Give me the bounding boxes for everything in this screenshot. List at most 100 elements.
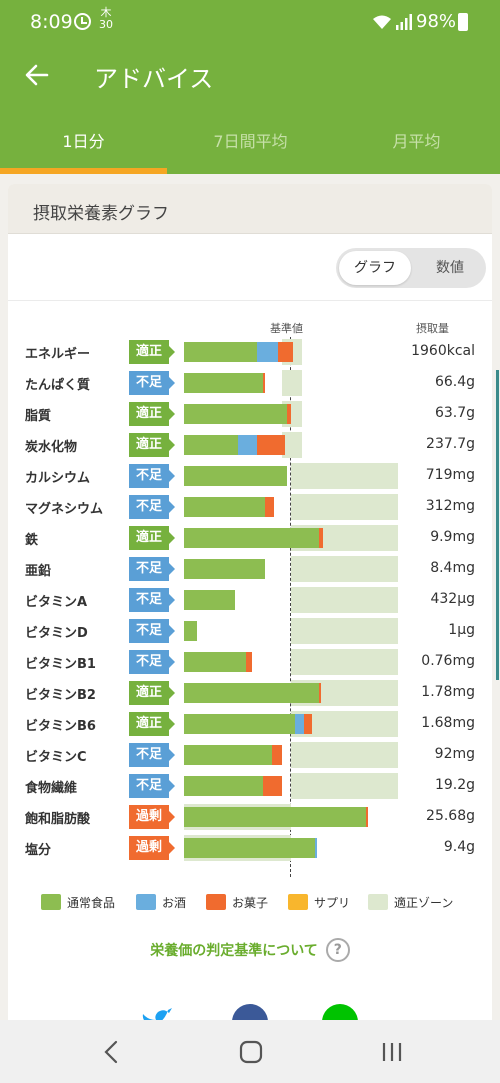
- nutrient-graph-card: 摂取栄養素グラフ グラフ 数値 基準値 摂取量 エネルギー 適正 1960kcal た…: [8, 184, 492, 1034]
- intake-value: 1µg: [448, 622, 475, 638]
- nutrient-name: カルシウム: [25, 471, 91, 486]
- bar-track: [184, 742, 398, 768]
- snack-segment: [263, 776, 283, 796]
- nutrient-name: 鉄: [25, 533, 39, 548]
- nav-back-icon[interactable]: [98, 1038, 126, 1066]
- proper-zone: [282, 432, 302, 458]
- divider: [8, 300, 492, 301]
- status-badge: 過剰: [129, 805, 175, 829]
- food-segment: [184, 373, 264, 393]
- nutrient-chart: エネルギー 適正 1960kcal たんぱく質 不足 66.4g 脂質 適正 63.7g 炭水化物…: [8, 337, 492, 877]
- help-icon[interactable]: ?: [325, 938, 350, 962]
- nutrient-row: 食物繊維 不足 19.2g: [8, 771, 492, 801]
- wifi-icon: [373, 15, 391, 29]
- card-title: 摂取栄養素グラフ: [33, 204, 169, 224]
- bar-track: [184, 711, 398, 737]
- numeric-view-button[interactable]: 数値: [436, 260, 464, 276]
- intake-value: 25.68g: [426, 808, 475, 824]
- tab-seven-day-average[interactable]: 7日間平均: [213, 132, 288, 151]
- page-title: アドバイス: [94, 65, 214, 93]
- nutrient-name: エネルギー: [25, 347, 91, 362]
- nav-home-icon[interactable]: [237, 1038, 265, 1066]
- legend-label: サプリ: [314, 896, 351, 910]
- nutrient-name: ビタミンA: [25, 595, 88, 610]
- graph-view-button[interactable]: グラフ: [339, 251, 411, 285]
- nutrient-row: ビタミンA 不足 432µg: [8, 585, 492, 615]
- status-badge: 適正: [129, 526, 175, 550]
- legend-label: 通常食品: [67, 896, 116, 910]
- bar-track: [184, 680, 398, 706]
- intake-bar: [184, 404, 291, 424]
- food-segment: [184, 497, 266, 517]
- active-tab-indicator: [0, 168, 167, 174]
- intake-bar: [184, 652, 253, 672]
- intake-bar: [184, 714, 313, 734]
- bar-track: [184, 463, 398, 489]
- intake-bar: [184, 683, 321, 703]
- legend-swatch: [136, 894, 156, 910]
- tab-monthly-average[interactable]: 月平均: [392, 132, 441, 151]
- status-badge: 不足: [129, 650, 175, 674]
- nutrient-row: 亜鉛 不足 8.4mg: [8, 554, 492, 584]
- status-badge: 適正: [129, 340, 175, 364]
- calendar-weekday: 木: [100, 6, 112, 19]
- battery-level: 98%: [416, 11, 457, 32]
- nutrient-name: ビタミンB6: [25, 719, 96, 734]
- food-segment: [184, 807, 366, 827]
- status-badge: 適正: [129, 681, 175, 705]
- intake-bar: [184, 745, 283, 765]
- status-badge: 過剰: [129, 836, 175, 860]
- nutrient-name: ビタミンC: [25, 750, 87, 765]
- view-toggle: グラフ 数値: [336, 248, 486, 288]
- standard-value-line: [290, 337, 291, 877]
- bar-track: [184, 835, 398, 861]
- intake-value: 432µg: [430, 591, 475, 607]
- bar-track: [184, 556, 398, 582]
- bar-track: [184, 587, 398, 613]
- food-segment: [184, 528, 319, 548]
- food-segment: [184, 559, 266, 579]
- snack-segment: [318, 528, 324, 548]
- nutrient-name: 脂質: [25, 409, 52, 424]
- intake-value: 19.2g: [434, 777, 475, 793]
- card-header: 摂取栄養素グラフ: [8, 184, 492, 234]
- intake-bar: [184, 776, 283, 796]
- criteria-section: 栄養価の判定基準について?: [8, 938, 492, 962]
- nutrient-name: ビタミンB1: [25, 657, 96, 672]
- food-segment: [184, 745, 272, 765]
- bar-track: [184, 525, 398, 551]
- bar-track: [184, 432, 398, 458]
- intake-bar: [184, 342, 294, 362]
- calendar-icon: 木 30: [97, 7, 115, 31]
- intake-bar: [184, 373, 266, 393]
- intake-value: 92mg: [434, 746, 475, 762]
- nutrient-name: 炭水化物: [25, 440, 78, 455]
- proper-zone: [291, 556, 398, 582]
- intake-value: 719mg: [425, 467, 475, 483]
- tab-one-day[interactable]: 1日分: [62, 132, 105, 151]
- bar-track: [184, 494, 398, 520]
- scrollbar[interactable]: [496, 370, 499, 680]
- nutrient-row: 鉄 適正 9.9mg: [8, 523, 492, 553]
- status-bar: 8:09 木 30 98%: [0, 0, 500, 44]
- proper-zone: [291, 494, 398, 520]
- intake-bar: [184, 435, 285, 455]
- status-badge: 適正: [129, 712, 175, 736]
- nutrient-row: ビタミンC 不足 92mg: [8, 740, 492, 770]
- bar-track: [184, 618, 398, 644]
- intake-value: 63.7g: [434, 405, 475, 421]
- back-arrow-icon[interactable]: [22, 60, 52, 90]
- bar-track: [184, 370, 398, 396]
- snack-segment: [263, 373, 266, 393]
- intake-bar: [184, 466, 287, 486]
- standard-value-header: 基準値: [270, 322, 303, 335]
- battery-icon: [458, 13, 468, 31]
- nutrient-name: マグネシウム: [25, 502, 104, 517]
- criteria-link[interactable]: 栄養価の判定基準について: [150, 943, 318, 959]
- intake-bar: [184, 528, 324, 548]
- snack-segment: [265, 497, 274, 517]
- status-badge: 適正: [129, 433, 175, 457]
- status-badge: 不足: [129, 619, 175, 643]
- food-segment: [184, 776, 264, 796]
- nav-recents-icon[interactable]: [378, 1038, 406, 1066]
